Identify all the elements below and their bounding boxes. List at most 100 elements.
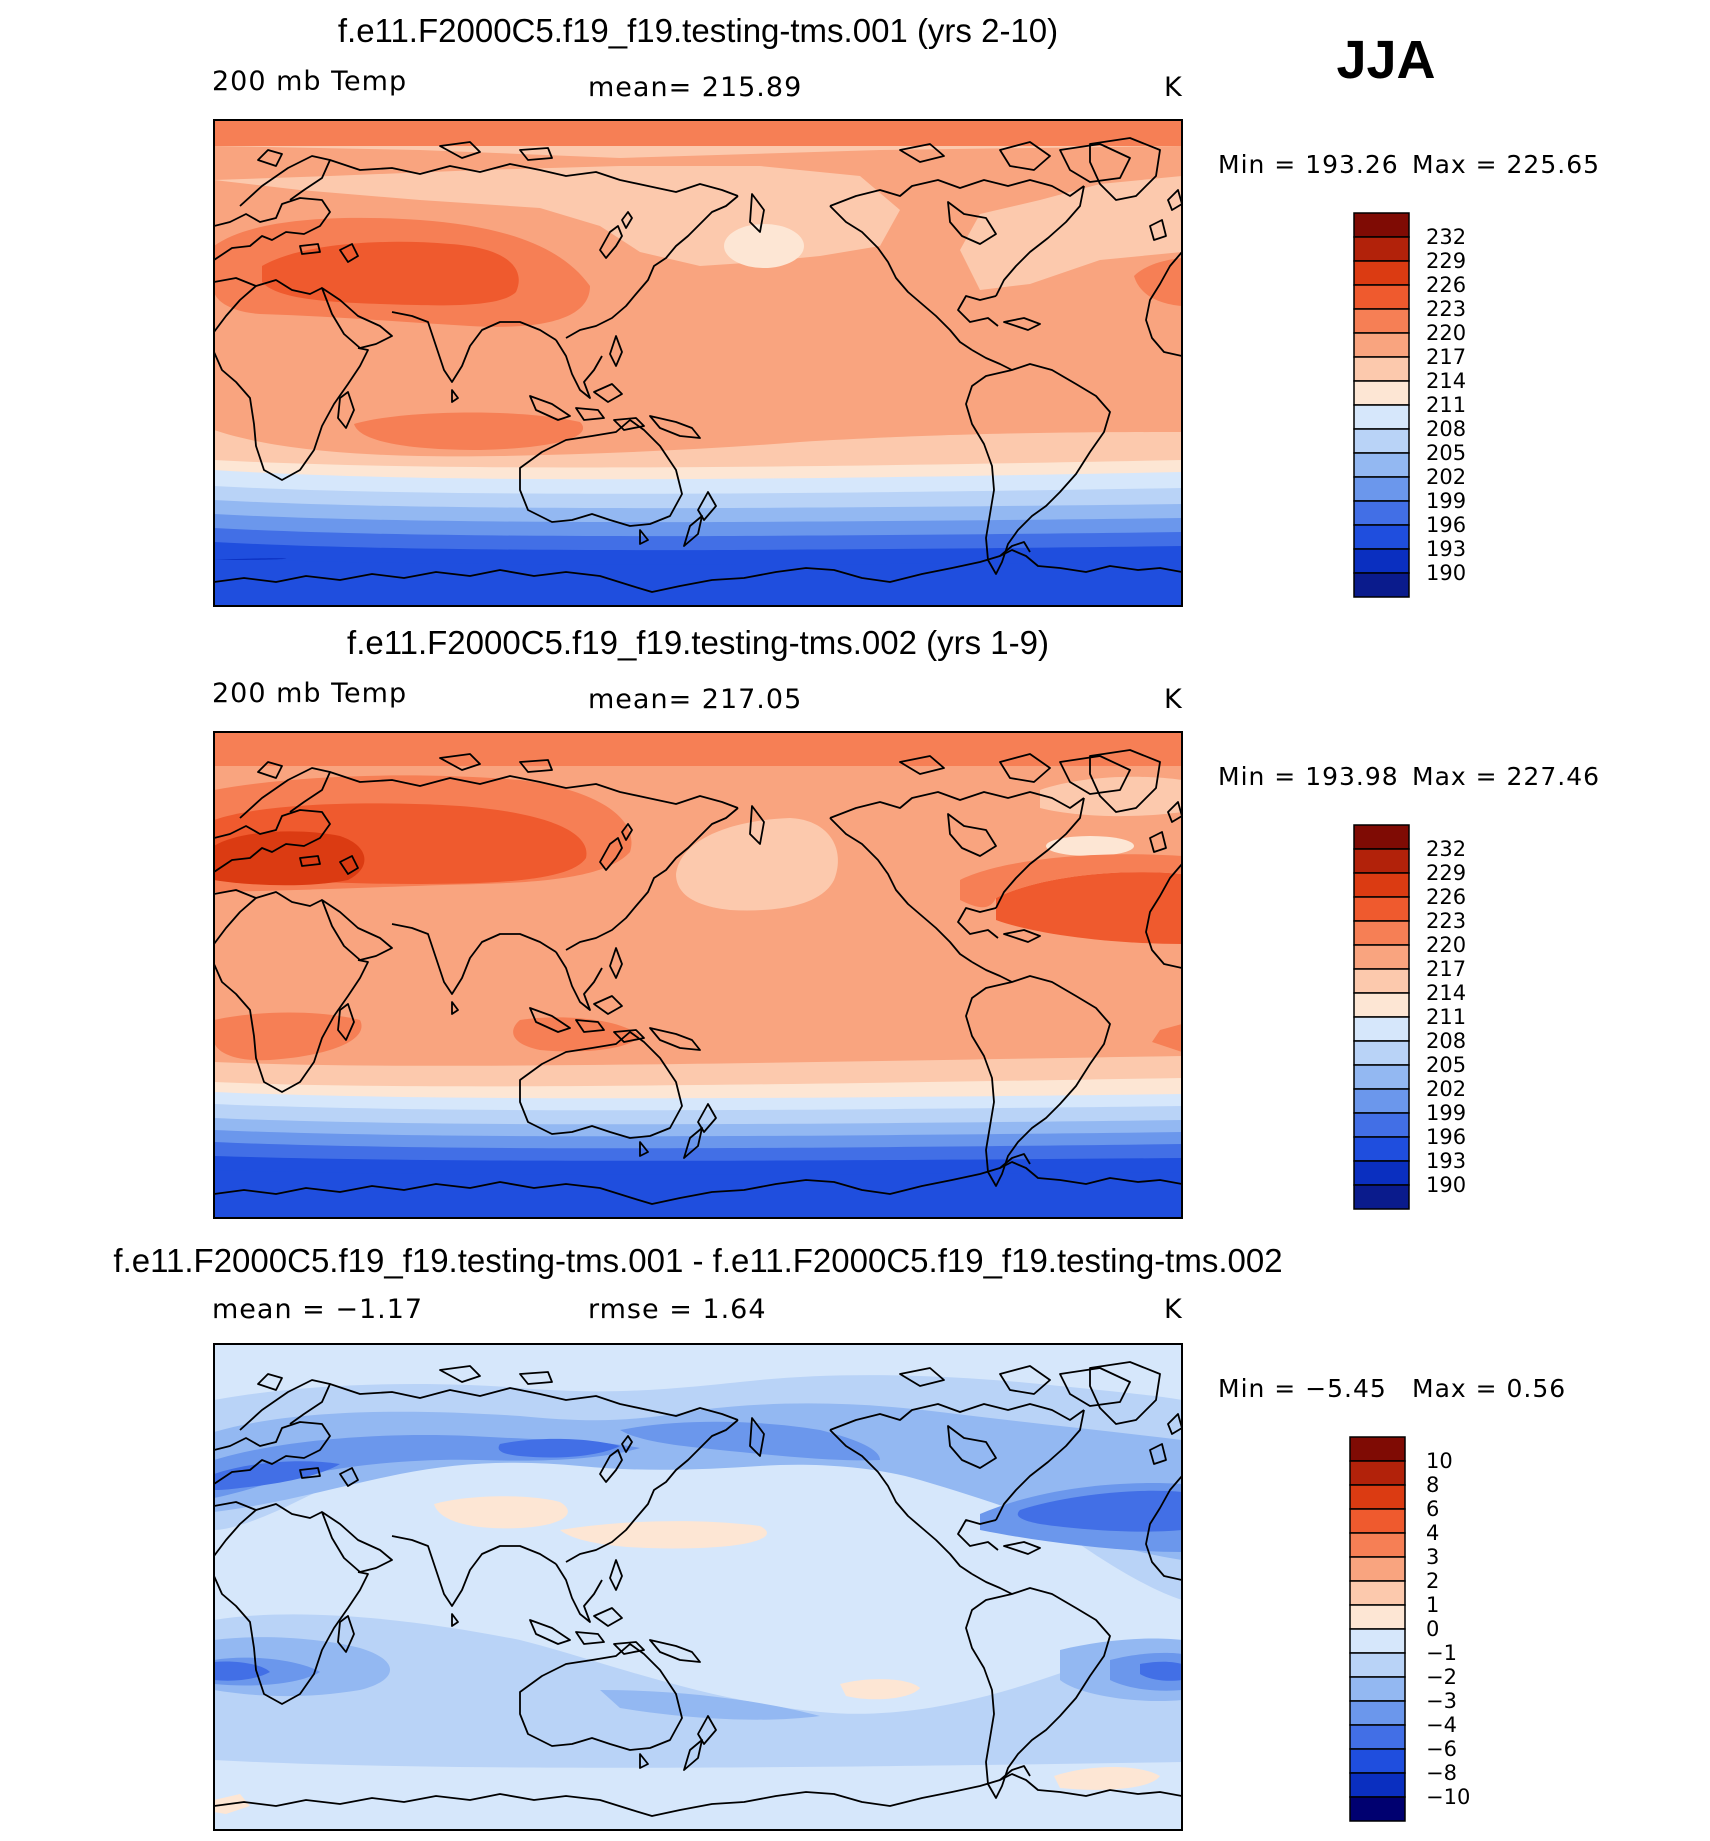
- panel-3-cb-label-6: 1: [1426, 1593, 1439, 1617]
- panel-2-cb-box-8: [1353, 1016, 1410, 1042]
- panel-1-mean-label: mean= 215.89: [588, 72, 802, 103]
- panel-3-blob-spacific-positive: [840, 1679, 920, 1700]
- panel-1-blob-atlantic: [1134, 258, 1182, 306]
- panel-1-cb-box-10: [1353, 452, 1410, 478]
- panel-3-cb-label-13: −8: [1426, 1761, 1457, 1785]
- panel-3-cb-box-7: [1349, 1604, 1406, 1630]
- panel-2-map: [214, 732, 1182, 1218]
- panel-1-cb-box-4: [1353, 308, 1410, 334]
- panel-2-cb-box-14: [1353, 1160, 1410, 1186]
- panel-1-cb-box-12: [1353, 500, 1410, 526]
- panel-2-title: f.e11.F2000C5.f19_f19.testing-tms.002 (y…: [347, 624, 1049, 661]
- panel-2-cb-box-12: [1353, 1112, 1410, 1138]
- panel-1-cb-label-1: 229: [1426, 249, 1466, 273]
- panel-2-blob-pacific: [676, 818, 838, 911]
- panel-2-map-frame: [213, 731, 1183, 1219]
- panel-3-cb-box-14: [1349, 1772, 1406, 1798]
- panel-1-cb-label-7: 211: [1426, 393, 1466, 417]
- panel-1-cb-box-15: [1353, 572, 1410, 598]
- panel-3-cb-label-12: −6: [1426, 1737, 1457, 1761]
- panel-3-blob-asia-positive: [434, 1496, 568, 1529]
- panel-1-blob-south: [354, 412, 584, 450]
- panel-1-cb-box-2: [1353, 260, 1410, 286]
- panel-2-cb-box-4: [1353, 920, 1410, 946]
- panel-3-cb-box-4: [1349, 1532, 1406, 1558]
- panel-1-max-label: Max = 225.65: [1412, 150, 1600, 179]
- panel-1-variable-label: 200 mb Temp: [212, 66, 407, 97]
- panel-3-cb-box-5: [1349, 1556, 1406, 1582]
- panel-1-cb-box-0: [1353, 212, 1410, 238]
- panel-3-cb-box-2: [1349, 1484, 1406, 1510]
- panel-2-variable-label: 200 mb Temp: [212, 678, 407, 709]
- panel-2-blob-south: [214, 1012, 1182, 1061]
- panel-2-cb-label-1: 229: [1426, 861, 1466, 885]
- panel-2-max-label: Max = 227.46: [1412, 762, 1600, 791]
- panel-3-cb-label-3: 4: [1426, 1521, 1439, 1545]
- panel-1-cb-box-7: [1353, 380, 1410, 406]
- panel-3-cb-label-2: 6: [1426, 1497, 1439, 1521]
- panel-1-cb-box-14: [1353, 548, 1410, 574]
- panel-2-blob-atlantic-light: [960, 854, 1182, 908]
- panel-3-blob-north-core: [214, 1438, 620, 1490]
- panel-1-cb-label-5: 217: [1426, 345, 1466, 369]
- panel-3-cb-box-0: [1349, 1436, 1406, 1462]
- panel-2-cb-label-2: 226: [1426, 885, 1466, 909]
- panel-2-cb-label-12: 196: [1426, 1125, 1466, 1149]
- panel-1-cb-label-0: 232: [1426, 225, 1466, 249]
- panel-3-cb-box-6: [1349, 1580, 1406, 1606]
- panel-1-cb-label-9: 205: [1426, 441, 1466, 465]
- panel-1-cb-label-11: 199: [1426, 489, 1466, 513]
- panel-1-cb-box-5: [1353, 332, 1410, 358]
- panel-3-cb-box-3: [1349, 1508, 1406, 1534]
- panel-3-cb-label-10: −3: [1426, 1689, 1457, 1713]
- panel-1-cb-box-13: [1353, 524, 1410, 550]
- panel-3-map-frame: [213, 1343, 1183, 1831]
- panel-3-cb-box-15: [1349, 1796, 1406, 1822]
- panel-3-cb-label-9: −2: [1426, 1665, 1457, 1689]
- season-label: JJA: [1336, 30, 1435, 90]
- panel-1-cb-label-4: 220: [1426, 321, 1466, 345]
- panel-2-cb-box-0: [1353, 824, 1410, 850]
- panel-1-blob-pacific: [724, 224, 804, 268]
- panel-1-min-label: Min = 193.26: [1218, 150, 1399, 179]
- panel-1-title: f.e11.F2000C5.f19_f19.testing-tms.001 (y…: [338, 12, 1058, 49]
- panel-2: f.e11.F2000C5.f19_f19.testing-tms.002 (y…: [212, 624, 1600, 1219]
- panel-1-blob-tibet: [262, 241, 519, 306]
- panel-1-band-arctic: [214, 120, 1182, 146]
- panel-1-map-frame: [213, 119, 1183, 607]
- panel-1-cb-label-2: 226: [1426, 273, 1466, 297]
- panel-1-cb-box-6: [1353, 356, 1410, 382]
- panel-1-cb-label-13: 193: [1426, 537, 1466, 561]
- panel-2-blob-atlantic: [996, 872, 1182, 944]
- panel-3-map: [214, 1344, 1182, 1830]
- panel-3-cb-label-4: 3: [1426, 1545, 1439, 1569]
- panel-2-cb-box-1: [1353, 848, 1410, 874]
- panel-2-cb-label-4: 220: [1426, 933, 1466, 957]
- panel-2-cb-box-2: [1353, 872, 1410, 898]
- panel-1-units-label: K: [1164, 72, 1183, 103]
- panel-3-cb-label-14: −10: [1426, 1785, 1470, 1809]
- panel-1-map: [214, 120, 1182, 606]
- panel-3-colorbar: 10 8 6 4 3 2 1 0 −1 −2 −3 −4 −6 −8 −10: [1349, 1436, 1470, 1822]
- panel-1-colorbar: 232 229 226 223 220 217 214 211 208 205 …: [1353, 212, 1466, 598]
- panel-2-cb-label-5: 217: [1426, 957, 1466, 981]
- panel-2-cb-box-9: [1353, 1040, 1410, 1066]
- panel-2-cb-label-6: 214: [1426, 981, 1466, 1005]
- panel-2-cb-label-3: 223: [1426, 909, 1466, 933]
- panel-2-cb-label-0: 232: [1426, 837, 1466, 861]
- panel-2-cb-label-14: 190: [1426, 1173, 1466, 1197]
- panel-1-cb-box-9: [1353, 428, 1410, 454]
- panel-1-cb-box-1: [1353, 236, 1410, 262]
- panel-3-mean-label: mean = −1.17: [212, 1294, 423, 1325]
- panel-3-units-label: K: [1164, 1294, 1183, 1325]
- panel-2-cb-box-13: [1353, 1136, 1410, 1162]
- panel-3-cb-label-8: −1: [1426, 1641, 1457, 1665]
- panel-2-colorbar: 232 229 226 223 220 217 214 211 208 205 …: [1353, 824, 1466, 1210]
- panel-3-blob-atlantic-core: [1017, 1490, 1182, 1532]
- panel-2-cb-label-10: 202: [1426, 1077, 1466, 1101]
- panel-2-units-label: K: [1164, 684, 1183, 715]
- panel-2-cb-box-11: [1353, 1088, 1410, 1114]
- panel-2-cb-box-5: [1353, 944, 1410, 970]
- panel-2-cb-label-11: 199: [1426, 1101, 1466, 1125]
